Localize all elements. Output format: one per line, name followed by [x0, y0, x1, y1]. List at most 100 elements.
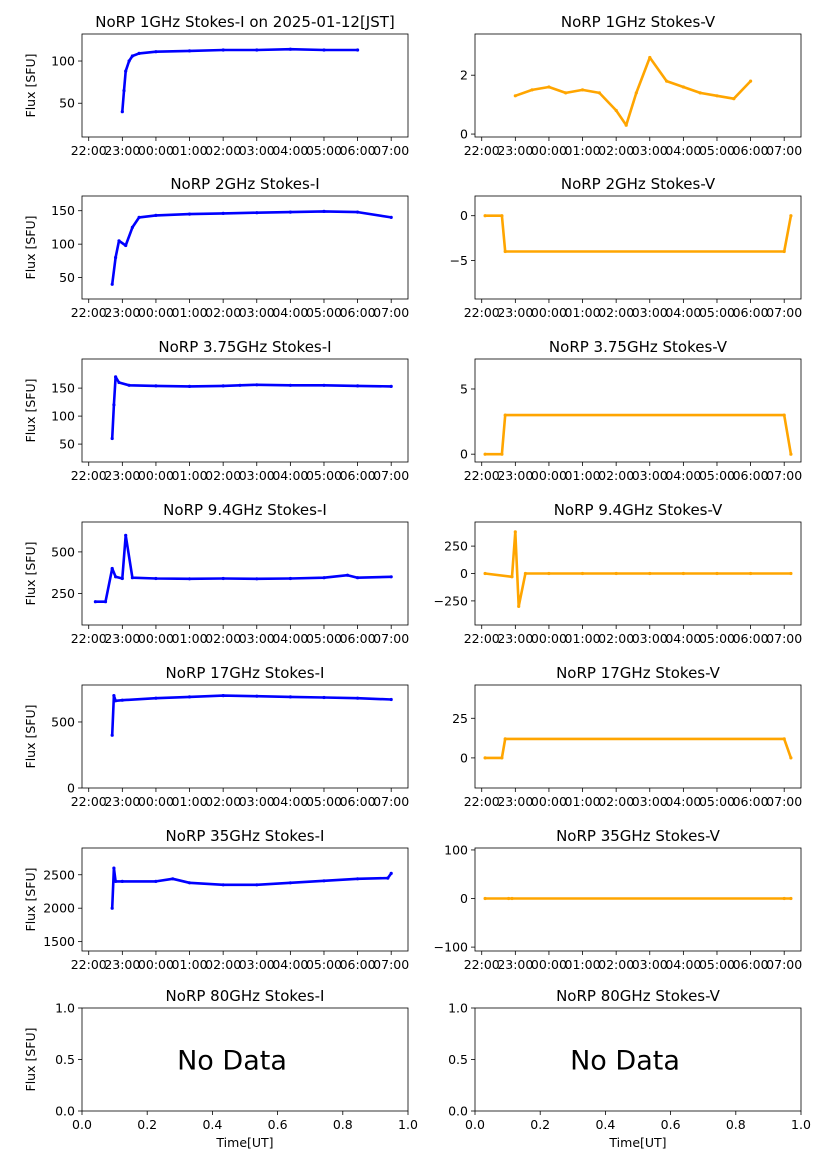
y-tick-label: 0 [460, 750, 468, 765]
x-tick-label: 04:00 [272, 957, 308, 972]
y-tick-label: 50 [59, 437, 75, 452]
data-point [114, 375, 118, 379]
data-point [681, 85, 686, 89]
x-tick-label: 1.0 [791, 1117, 811, 1132]
series-group [483, 214, 793, 254]
data-point [507, 896, 511, 901]
x-tick-label: 22:00 [71, 468, 107, 483]
x-tick-label: 0.8 [333, 1117, 353, 1132]
plot-frame [81, 33, 409, 138]
data-point [389, 215, 393, 219]
x-tick-label: 07:00 [373, 794, 409, 809]
x-tick-label: 1.0 [398, 1117, 418, 1132]
data-point [614, 571, 618, 576]
data-point [154, 576, 158, 581]
x-tick-label: 02:00 [205, 468, 241, 483]
x-tick-label: 22:00 [464, 468, 500, 483]
data-point [122, 89, 126, 93]
data-point [782, 896, 786, 901]
data-point [517, 604, 521, 609]
data-point [171, 877, 175, 881]
y-axis-label: Flux [SFU] [23, 542, 38, 606]
panel-p12: NoRP 35GHz Stokes-V −100 0 100 22:0023:0000:… [434, 827, 803, 972]
x-tick-label: 23:00 [104, 143, 140, 158]
series-group [513, 55, 753, 127]
x-tick-label: 00:00 [531, 631, 567, 646]
x-tick-label: 00:00 [138, 957, 174, 972]
x-tick-label: 05:00 [306, 468, 342, 483]
x-axis-label: Time[UT] [608, 1135, 666, 1150]
y-tick-label: 0 [67, 781, 75, 796]
data-point [483, 756, 487, 760]
y-tick-label: 250 [444, 539, 468, 554]
x-tick-label: 01:00 [172, 305, 208, 320]
x-tick-label: 00:00 [531, 305, 567, 320]
data-point [117, 380, 121, 385]
data-point [255, 577, 259, 581]
data-point [715, 94, 719, 98]
y-tick-label: 500 [51, 544, 75, 559]
x-tick-label: 23:00 [497, 794, 533, 809]
panel-p7: NoRP 9.4GHz Stokes-I 250 500 22:0023:0000:0… [23, 501, 409, 646]
x-tick-label: 22:00 [464, 794, 500, 809]
x-tick-label: 02:00 [205, 143, 241, 158]
x-tick-label: 03:00 [239, 631, 275, 646]
data-point [356, 576, 360, 580]
series-group [483, 737, 793, 760]
y-tick-label: 0.0 [55, 1104, 75, 1119]
series-group [483, 413, 793, 456]
data-point [483, 896, 487, 901]
y-tick-label: 0 [460, 891, 468, 906]
data-point [510, 575, 514, 579]
data-point [221, 576, 225, 581]
x-tick-label: 22:00 [464, 305, 500, 320]
series-line [121, 47, 358, 112]
data-point [564, 91, 568, 95]
x-tick-label: 04:00 [272, 468, 308, 483]
data-point [154, 384, 158, 388]
x-tick-label: 23:00 [104, 468, 140, 483]
data-point [221, 384, 225, 388]
panel-title: NoRP 9.4GHz Stokes-V [554, 501, 723, 519]
x-tick-label: 05:00 [699, 468, 735, 483]
y-axis-label: Flux [SFU] [23, 868, 38, 932]
data-point [322, 383, 326, 387]
x-tick-label: 00:00 [531, 468, 567, 483]
series-group [110, 375, 393, 441]
panel-title: NoRP 80GHz Stokes-I [166, 987, 325, 1005]
data-point [103, 600, 108, 604]
panel-title: NoRP 1GHz Stokes-I on 2025-01-12[JST] [95, 13, 395, 31]
x-tick-label: 05:00 [699, 631, 735, 646]
no-data-label: No Data [177, 1046, 287, 1077]
x-tick-label: 02:00 [598, 794, 634, 809]
x-tick-label: 22:00 [464, 631, 500, 646]
x-tick-label: 01:00 [172, 468, 208, 483]
data-point [483, 214, 487, 218]
data-point [614, 108, 618, 113]
x-tick-label: 01:00 [565, 631, 601, 646]
panel-p2: NoRP 1GHz Stokes-V 0 2 22:0023:0000:0001:00… [460, 13, 802, 158]
data-point [127, 59, 131, 63]
x-tick-label: 23:00 [497, 631, 533, 646]
data-point [110, 436, 114, 441]
series-line [110, 210, 392, 285]
x-tick-label: 00:00 [531, 143, 567, 158]
data-point [389, 697, 393, 702]
data-point [288, 881, 292, 885]
data-point [117, 239, 121, 243]
plot-frame [81, 847, 409, 952]
plot-frame [474, 847, 802, 952]
no-data-label: No Data [570, 1046, 680, 1077]
y-tick-label: 50 [59, 96, 75, 111]
data-point [112, 403, 116, 407]
series-line [514, 56, 752, 127]
data-point [112, 866, 116, 870]
x-tick-label: 02:00 [598, 957, 634, 972]
data-point [221, 211, 225, 215]
y-tick-label: −5 [450, 253, 468, 268]
x-tick-label: 0.6 [268, 1117, 288, 1132]
panel-p6: NoRP 3.75GHz Stokes-V 0 5 22:0023:0000:0001… [460, 338, 802, 483]
panel-title: NoRP 35GHz Stokes-V [556, 827, 721, 845]
x-tick-label: 0.6 [661, 1117, 681, 1132]
